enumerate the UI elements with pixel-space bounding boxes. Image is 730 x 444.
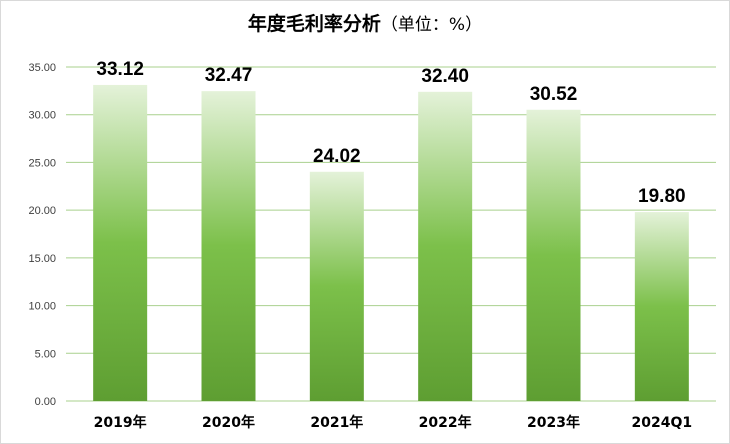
x-tick-label: 2021年	[310, 414, 363, 431]
x-tick-label: 2022年	[419, 414, 472, 431]
y-tick-label: 20.00	[28, 205, 56, 217]
gridlines	[66, 66, 716, 402]
y-tick-label: 30.00	[28, 110, 56, 122]
y-tick-label: 35.00	[28, 62, 56, 74]
bars	[93, 84, 689, 401]
data-label: 33.12	[96, 59, 144, 80]
x-tick-label: 2019年	[94, 414, 147, 431]
data-label: 30.52	[530, 84, 578, 105]
y-tick-label: 5.00	[35, 348, 56, 360]
chart-title-text: 年度毛利率分析	[247, 13, 381, 35]
y-tick-label: 10.00	[28, 301, 56, 313]
x-tick-label: 2023年	[527, 414, 580, 431]
data-label: 24.02	[313, 146, 361, 167]
data-label: 32.47	[205, 65, 253, 86]
bar-3	[418, 91, 473, 401]
x-axis-ticks: 2019年 2020年 2021年 2022年 2023年 2024Q1	[94, 414, 692, 431]
chart-title: 年度毛利率分析（单位：%）	[1, 9, 729, 36]
y-tick-label: 0.00	[35, 396, 56, 408]
data-labels: 33.12 32.47 24.02 32.40 30.52 19.80	[96, 59, 685, 207]
y-tick-label: 25.00	[28, 157, 56, 169]
bar-0	[93, 84, 148, 401]
bar-5	[634, 212, 689, 401]
y-axis-ticks: 0.00 5.00 10.00 15.00 20.00 25.00 30.00 35.00	[28, 62, 56, 408]
y-tick-label: 15.00	[28, 253, 56, 265]
x-tick-label: 2024Q1	[632, 415, 693, 431]
bar-1	[201, 91, 256, 401]
bar-2	[309, 171, 364, 401]
chart-title-unit: （单位：%）	[380, 15, 483, 35]
data-label: 32.40	[421, 66, 469, 87]
x-tick-label: 2020年	[202, 414, 255, 431]
data-label: 19.80	[638, 186, 686, 207]
bar-4	[526, 109, 581, 401]
